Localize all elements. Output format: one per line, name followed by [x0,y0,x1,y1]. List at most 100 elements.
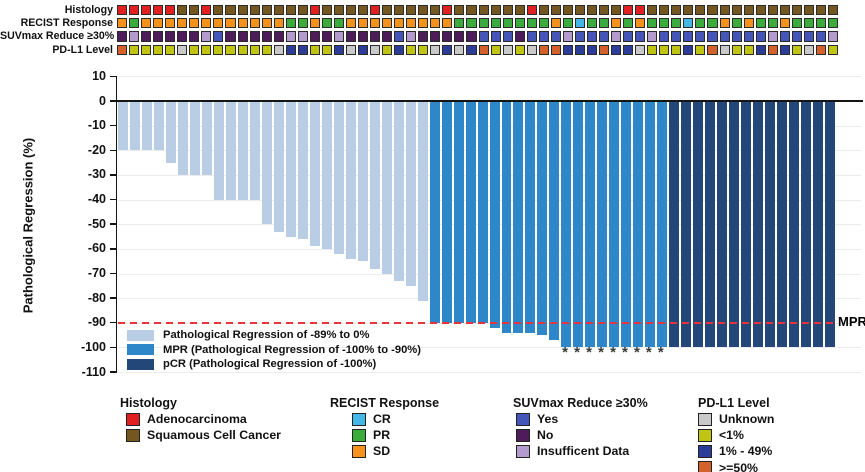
annotation-cell-recist [562,17,573,29]
annotation-cell-recist [623,17,634,29]
waterfall-bar-light [141,101,152,151]
gridline [118,273,861,275]
annotation-cell-histology [659,4,670,15]
annotation-cell-histology [309,4,320,15]
y-tick-mark [109,223,116,225]
legend-swatch [126,428,140,442]
annotation-cell-pdl1 [261,44,272,56]
annotation-cell-suvmax [550,31,561,42]
annotation-cell-suvmax [309,31,320,42]
annotation-cell-pdl1 [827,44,838,56]
annotation-cell-histology [153,4,164,15]
annotation-cell-recist [309,17,320,29]
waterfall-bar-pcr [825,101,836,348]
annotation-cell-pdl1 [345,44,356,56]
annotation-cell-suvmax [430,31,441,42]
bottom-legend-item: Squamous Cell Cancer [126,428,281,444]
waterfall-bar-pcr [813,101,824,348]
waterfall-bar-light [357,101,368,262]
waterfall-bar-pcr [669,101,680,348]
bars-container [118,101,836,348]
annotation-cell-suvmax [141,31,152,42]
annotation-cell-histology [406,4,417,15]
annotation-cell-suvmax [815,31,826,42]
asterisk-mark: * [645,344,652,361]
legend-label: No [537,428,554,443]
plot-legend-item: pCR (Pathological Regression of -100%) [127,357,421,372]
gridline [118,372,861,373]
annotation-cell-suvmax [731,31,742,42]
annotation-cell-histology [333,4,344,15]
annotation-cell-pdl1 [285,44,296,56]
legend-swatch [516,412,530,426]
annotation-cell-histology [394,4,405,15]
y-tick-mark [109,371,116,373]
bottom-legend-item: PR [352,428,439,444]
annotation-cell-pdl1 [442,44,453,56]
bottom-legend-item: No [516,428,648,444]
annotation-cell-suvmax [273,31,284,42]
annotation-row-label: RECIST Response [20,16,113,29]
annotation-cell-pdl1 [767,44,778,56]
annotation-cell-pdl1 [177,44,188,56]
annotation-row-label: SUVmax Reduce ≥30% [0,30,115,43]
annotation-cell-recist [466,17,477,29]
annotation-row-histology: Histology [0,4,865,17]
bottom-legend-pd-l1-level: PD-L1 Level Unknown <1% 1% - 49% >=50% [698,396,774,472]
annotation-cell-pdl1 [562,44,573,56]
annotation-cell-suvmax [261,31,272,42]
annotation-cell-suvmax [827,31,838,42]
waterfall-bar-mpr [549,101,560,340]
annotation-cell-recist [273,17,284,29]
annotation-cell-recist [249,17,260,29]
waterfall-bar-light [273,101,284,232]
annotation-cell-histology [574,4,585,15]
annotation-cell-suvmax [177,31,188,42]
legend-label: SD [373,444,391,459]
annotation-cell-suvmax [478,31,489,42]
annotation-cell-histology [430,4,441,15]
waterfall-bar-mpr [513,101,524,333]
annotation-cell-suvmax [189,31,200,42]
y-tick-label: -10 [87,118,106,133]
legend-swatch [352,428,366,442]
annotation-cell-pdl1 [466,44,477,56]
annotation-row-suvmax: SUVmax Reduce ≥30% [0,31,865,43]
annotation-cell-histology [117,4,128,15]
waterfall-bar-mpr [525,101,536,333]
annotation-cell-suvmax [647,31,658,42]
annotation-cell-pdl1 [671,44,682,56]
annotation-cell-pdl1 [297,44,308,56]
annotation-cell-pdl1 [526,44,537,56]
annotation-cell-histology [285,4,296,15]
annotation-cell-pdl1 [695,44,706,56]
asterisk-mark: * [562,344,569,361]
annotation-cell-histology [791,4,802,15]
annotation-cell-recist [827,17,838,29]
gridline [118,248,861,250]
waterfall-bar-mpr [561,101,572,348]
legend-swatch [698,412,712,426]
annotation-cell-suvmax [249,31,260,42]
waterfall-bar-mpr [621,101,632,348]
y-tick-mark [109,100,116,102]
annotation-cells [117,4,838,15]
asterisk-mark: * [633,344,640,361]
gridline [118,199,861,201]
annotation-cell-histology [743,4,754,15]
y-tick-mark [109,346,116,349]
annotation-cell-recist [815,17,826,29]
annotation-cell-histology [550,4,561,15]
waterfall-bar-light [118,101,128,151]
annotation-cell-pdl1 [321,44,332,56]
waterfall-bar-mpr [597,101,608,348]
annotation-cell-pdl1 [153,44,164,56]
y-tick-label: 0 [99,93,106,108]
annotation-cell-recist [538,17,549,29]
annotation-cell-suvmax [153,31,164,42]
annotation-cell-suvmax [406,31,417,42]
annotation-cell-histology [345,4,356,15]
legend-swatch [698,461,712,472]
waterfall-bar-light [249,101,260,200]
annotation-cell-pdl1 [165,44,176,56]
